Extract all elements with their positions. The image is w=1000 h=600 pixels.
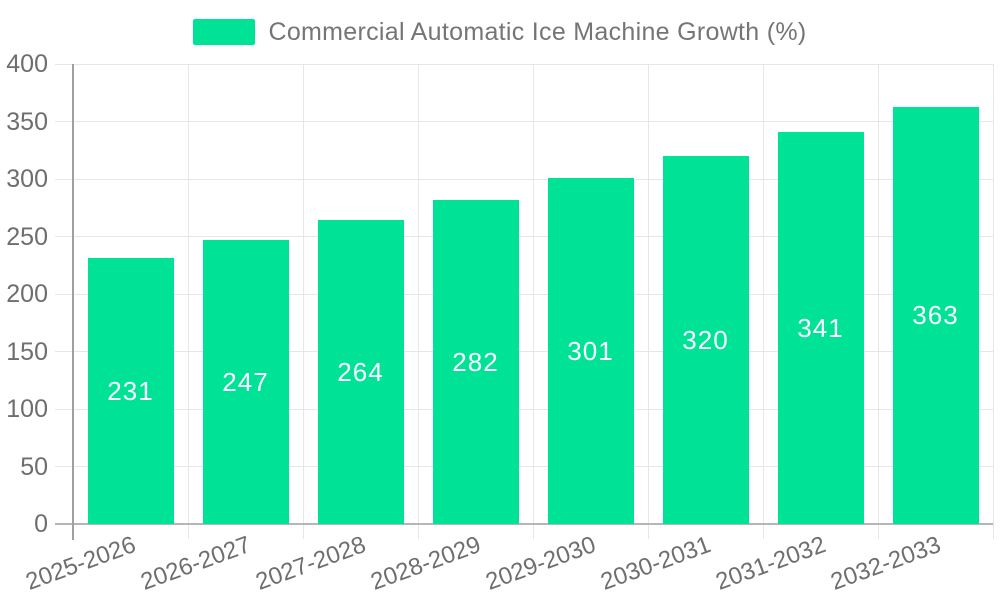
y-tick-label: 150 (6, 337, 48, 366)
gridline-vertical (532, 64, 534, 539)
legend: Commercial Automatic Ice Machine Growth … (0, 16, 1000, 48)
legend-series-label: Commercial Automatic Ice Machine Growth … (268, 17, 807, 46)
gridline-vertical (187, 64, 189, 539)
bar (432, 199, 519, 524)
bar (202, 239, 289, 524)
bar-value-label: 320 (682, 325, 729, 355)
x-tick-label: 2032-2033 (826, 531, 945, 596)
gridline-vertical (877, 64, 879, 539)
bar-value-label: 231 (107, 376, 154, 407)
gridline-horizontal (55, 178, 993, 180)
bar-value-label: 264 (337, 357, 384, 388)
gridline-vertical (302, 64, 304, 539)
x-tick-label: 2031-2032 (711, 531, 830, 596)
gridline-horizontal (55, 236, 993, 237)
x-tick-label: 2029-2030 (481, 531, 600, 596)
y-tick-label: 0 (34, 510, 48, 538)
y-tick-label: 200 (6, 280, 48, 308)
x-axis-line (55, 523, 993, 525)
bar (547, 177, 634, 524)
x-tick-label: 2026-2027 (136, 531, 255, 596)
legend-marker-swatch (193, 19, 256, 45)
bar-value-label: 341 (797, 312, 844, 343)
gridline-vertical (992, 64, 994, 539)
y-tick-label: 250 (6, 222, 48, 251)
x-tick-label: 2025-2026 (21, 531, 140, 596)
bar-value-label: 363 (912, 300, 959, 331)
y-axis-line (72, 64, 74, 540)
x-tick-label: 2028-2029 (366, 531, 485, 596)
bar (892, 106, 979, 524)
bar (777, 131, 864, 524)
gridline-vertical (417, 64, 419, 539)
y-tick-label: 50 (20, 452, 48, 481)
gridline-horizontal (55, 408, 993, 410)
gridline-horizontal (55, 63, 993, 65)
gridline-horizontal (55, 293, 993, 295)
y-tick-label: 350 (6, 107, 48, 136)
bar-value-label: 247 (222, 366, 269, 397)
gridline-horizontal (55, 351, 993, 352)
y-tick-label: 300 (6, 165, 48, 193)
y-tick-label: 100 (6, 395, 48, 423)
y-tick-label: 400 (6, 50, 48, 78)
bar (662, 156, 749, 524)
bar-value-label: 282 (452, 346, 499, 377)
gridline-vertical (762, 64, 764, 539)
x-tick-label: 2030-2031 (596, 531, 715, 596)
bar-value-label: 301 (567, 335, 614, 366)
legend-item[interactable]: Commercial Automatic Ice Machine Growth … (193, 18, 806, 47)
x-tick-label: 2027-2028 (251, 531, 370, 596)
bar (87, 258, 174, 524)
gridline-horizontal (55, 121, 993, 122)
gridline-vertical (647, 64, 649, 539)
bar (317, 220, 404, 524)
gridline-horizontal (55, 466, 993, 467)
